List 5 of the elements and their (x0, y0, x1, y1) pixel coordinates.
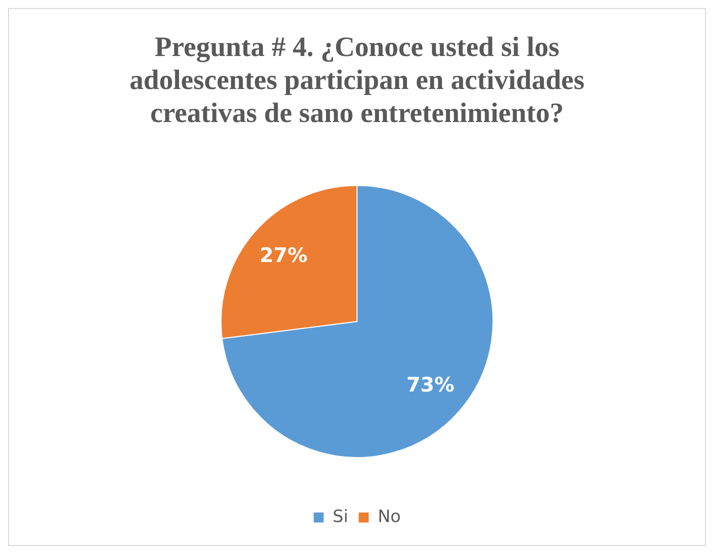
data-label: 27% (260, 242, 308, 267)
data-label: 73% (406, 372, 454, 396)
chart-title: Pregunta # 4. ¿Conoce usted si los adolescentes participan en actividades creativas de sano entretenimiento? (128, 31, 586, 131)
legend-label: No (378, 506, 401, 527)
legend-label: Si (332, 506, 348, 527)
